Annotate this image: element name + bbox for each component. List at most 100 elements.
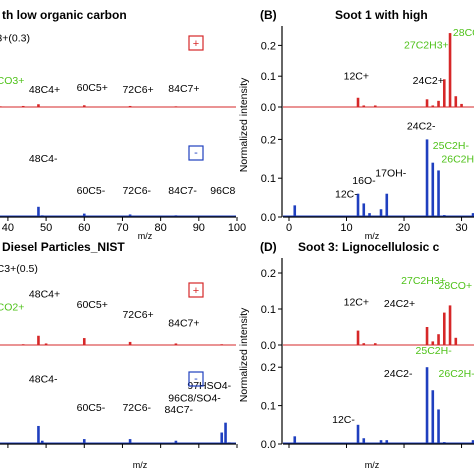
panel-3: 36C3+(0.5) 48C4+ 44CO2+ 60C5+ 72C6+ 84C7+ - 48C… xyxy=(0,240,238,470)
negative-bar xyxy=(37,206,40,217)
negative-bar xyxy=(82,213,86,217)
positive-peak-label: 44CO2+ xyxy=(0,301,24,313)
negative-bar xyxy=(40,215,44,217)
negative-bar xyxy=(471,440,474,444)
positive-peak-label: 48C4+ xyxy=(29,84,60,96)
negative-peak-label: 25C2H- xyxy=(433,140,470,152)
positive-bar xyxy=(174,106,178,107)
x-tick-label: 10 xyxy=(340,222,352,234)
x-tick-label: 70 xyxy=(116,222,128,234)
positive-peak-label: 12C+ xyxy=(344,70,369,82)
panel-title: Soot 1 with high xyxy=(335,8,428,22)
positive-peak-label: 72C6+ xyxy=(122,309,153,321)
negative-bar xyxy=(368,213,371,217)
x-tick-label: 50 xyxy=(40,222,52,234)
negative-bar xyxy=(362,438,366,444)
negative-peak-label: 72C6- xyxy=(122,185,151,197)
positive-peak-label: 48C4+ xyxy=(29,288,60,300)
positive-bar xyxy=(442,312,446,345)
negative-bar xyxy=(174,440,178,444)
negative-bar xyxy=(228,442,231,444)
positive-bar xyxy=(174,343,178,345)
negative-bar xyxy=(425,367,429,444)
negative-bar xyxy=(442,215,446,217)
plot-area: 27C2H3+28CO+(0.45)36C3+39C3H3+12C+24C2+4… xyxy=(283,27,474,217)
y-tick-label: 0.0 xyxy=(261,439,276,451)
x-axis-label: m/z xyxy=(133,460,148,470)
negative-peak-label: 12C- xyxy=(335,189,358,201)
panel-1: C3+(0.3) 44CO3+ 48C4+ 60C5+ 72C6+ 84C7+ - 48C4-… xyxy=(0,8,246,241)
positive-bar xyxy=(425,327,429,345)
positive-peak-label: 27C2H3+ xyxy=(404,39,449,51)
positive-bar xyxy=(373,343,377,345)
positive-bar xyxy=(0,106,2,107)
negative-bar xyxy=(471,213,474,217)
y-tick-label: 0.2 xyxy=(261,268,276,280)
y-tick-label: 0.2 xyxy=(261,134,276,146)
negative-peak-label: 26C2H- xyxy=(441,154,474,166)
positive-peak-label: 84C7+ xyxy=(168,318,199,330)
y-tick-label: 0.1 xyxy=(261,401,276,413)
positive-peak-label: 27C2H3+ xyxy=(401,275,446,287)
negative-mode-box xyxy=(188,145,204,161)
negative-bar xyxy=(431,390,435,444)
x-axis-label: m/z xyxy=(365,231,380,241)
positive-bar xyxy=(356,97,360,107)
positive-bar xyxy=(362,105,366,107)
negative-peak-label: 48C4- xyxy=(29,153,58,165)
positive-bar xyxy=(373,105,377,107)
panel-2: 27C2H3+28CO+(0.45)36C3+39C3H3+12C+24C2+4… xyxy=(238,8,474,241)
negative-bar xyxy=(82,439,86,444)
negative-peak-label: 24C2- xyxy=(384,368,413,380)
positive-peak-label: 24C2+ xyxy=(384,298,415,310)
positive-bar xyxy=(431,105,435,107)
negative-peak-label: 97HSO4- xyxy=(187,380,231,392)
plot-area: 36C3+39K+27C2H3+28CO+40C2O+44C012C+24C2+… xyxy=(283,275,474,444)
negative-bar xyxy=(356,424,360,444)
positive-peak-label: 60C5+ xyxy=(77,82,108,94)
positive-mode-box xyxy=(188,35,204,51)
positive-mode-sign: + xyxy=(193,38,199,50)
positive-bar xyxy=(356,330,360,345)
positive-bar xyxy=(82,105,86,107)
positive-peak-label: 28CO+(0.45) xyxy=(453,27,474,39)
negative-peak-label: 72C6- xyxy=(122,402,151,414)
negative-peak-label: 12C- xyxy=(332,414,355,426)
positive-bar xyxy=(448,33,452,107)
negative-bar xyxy=(425,139,429,217)
negative-bar xyxy=(442,442,446,444)
panel-label: (B) xyxy=(260,8,277,22)
positive-bar xyxy=(437,334,440,345)
negative-peak-label: 96C8/SO4- xyxy=(168,392,221,404)
positive-bar xyxy=(442,79,446,107)
positive-bar xyxy=(362,343,366,345)
y-tick-label: 0.1 xyxy=(261,304,276,316)
positive-bar xyxy=(21,344,25,345)
negative-mode-box xyxy=(188,371,204,387)
negative-bar xyxy=(379,209,383,217)
negative-mode-sign: - xyxy=(194,147,198,159)
panel-title: Soot 3: Lignocellulosic c xyxy=(298,240,440,254)
positive-peak-label: 24C2+ xyxy=(413,75,444,87)
x-tick-label: 90 xyxy=(193,222,205,234)
x-tick-label: 60 xyxy=(78,222,90,234)
negative-peak-label: 17OH- xyxy=(375,167,406,179)
x-axis-label: m/z xyxy=(365,460,380,470)
positive-bar xyxy=(448,305,452,345)
positive-peak-label: 44CO3+ xyxy=(0,75,24,87)
y-axis-label: Normalized intensity xyxy=(238,77,250,172)
positive-mode-sign: + xyxy=(193,285,199,297)
negative-mode-sign: - xyxy=(194,373,198,385)
positive-bar xyxy=(460,103,463,107)
positive-peak-label: 60C5+ xyxy=(77,299,108,311)
plot-area: 36C3+(0.5) 48C4+ 44CO2+ 60C5+ 72C6+ 84C7+ - 48C… xyxy=(0,263,236,444)
negative-peak-label: 84C7- xyxy=(164,404,193,416)
negative-bar xyxy=(385,193,389,217)
negative-bar xyxy=(128,214,132,217)
panel-label: (D) xyxy=(260,240,277,254)
y-tick-label: 0.1 xyxy=(261,71,276,83)
positive-bar xyxy=(37,104,40,107)
positive-bar xyxy=(454,337,458,345)
positive-peak-label: C3+(0.3) xyxy=(0,32,30,44)
